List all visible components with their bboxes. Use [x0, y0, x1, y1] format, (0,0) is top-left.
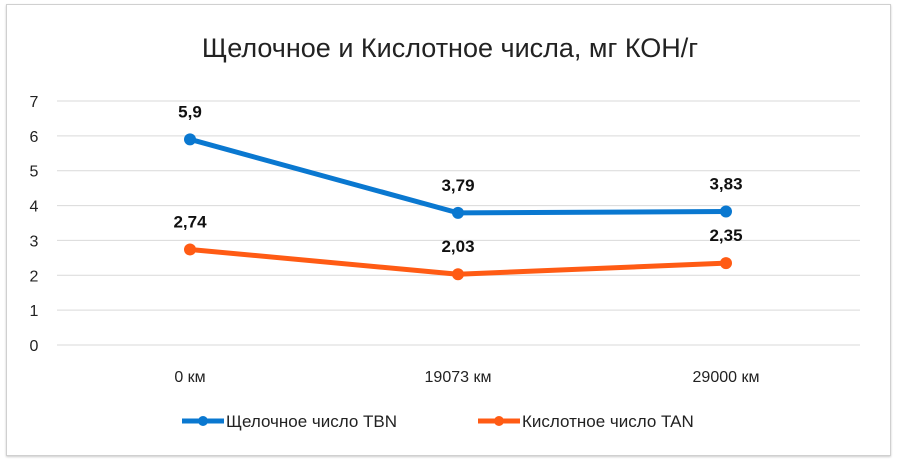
legend-label: Щелочное число TBN: [226, 412, 397, 431]
data-point: [184, 133, 196, 146]
data-point: [452, 268, 464, 281]
data-label: 3,83: [709, 174, 742, 193]
y-tick-label: 0: [30, 338, 39, 355]
legend-label: Кислотное число TAN: [522, 412, 694, 431]
chart-title: Щелочное и Кислотное числа, мг КОН/г: [202, 33, 698, 63]
data-point: [720, 257, 732, 270]
x-tick-label: 29000 км: [693, 369, 760, 386]
y-tick-label: 5: [30, 164, 39, 181]
legend-marker-icon: [494, 416, 504, 426]
data-label: 2,74: [173, 212, 207, 231]
y-tick-label: 6: [30, 129, 39, 146]
legend-marker-icon: [198, 416, 208, 426]
chart-frame: [6, 4, 891, 456]
data-label: 2,03: [441, 237, 474, 256]
y-tick-label: 7: [30, 94, 39, 111]
y-tick-label: 2: [30, 268, 39, 285]
data-label: 2,35: [709, 226, 742, 245]
y-tick-label: 4: [30, 199, 39, 216]
data-label: 3,79: [441, 176, 474, 195]
y-tick-label: 1: [30, 303, 39, 320]
data-point: [452, 206, 464, 219]
x-tick-label: 19073 км: [425, 369, 492, 386]
data-label: 5,9: [178, 102, 202, 121]
data-point: [184, 243, 196, 256]
y-tick-label: 3: [30, 233, 39, 250]
x-tick-label: 0 км: [174, 369, 205, 386]
data-point: [720, 205, 732, 218]
